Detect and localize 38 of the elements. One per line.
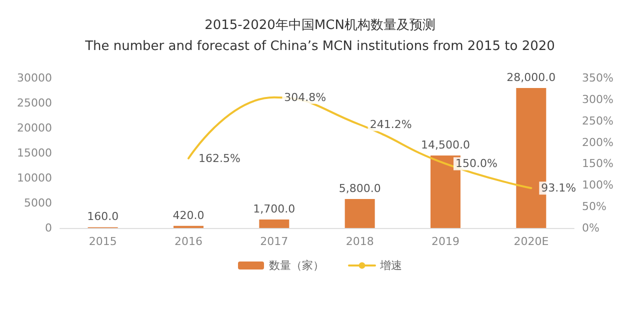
- data-label: 5,800.0: [338, 182, 381, 195]
- bar: [344, 199, 375, 228]
- y2-tick-label: 150%: [582, 157, 614, 170]
- data-label: 14,500.0: [421, 138, 470, 152]
- y-tick-label: 5000: [24, 196, 52, 210]
- y-tick-label: 0: [45, 222, 52, 234]
- y2-tick-label: 200%: [582, 136, 614, 149]
- data-label: 420.0: [172, 208, 204, 222]
- y-tick-label: 25000: [17, 96, 52, 110]
- y2-tick-label: 300%: [582, 92, 614, 106]
- data-label: 304.8%: [284, 90, 326, 104]
- bar: [259, 220, 290, 228]
- y2-tick-label: 0%: [582, 222, 600, 234]
- x-tick-label: 2015: [88, 235, 117, 248]
- data-label: 150.0%: [456, 157, 498, 170]
- legend-label: 数量（家）: [269, 259, 324, 272]
- y2-tick-label: 250%: [582, 114, 614, 128]
- data-label: 160.0: [87, 210, 119, 224]
- x-tick-label: 2017: [260, 235, 288, 248]
- y-tick-label: 20000: [17, 122, 52, 134]
- chart-subtitle: The number and forecast of China’s MCN institutions from 2015 to 2020: [84, 39, 555, 54]
- y2-tick-label: 100%: [582, 178, 614, 192]
- data-label: 93.1%: [541, 182, 576, 195]
- data-label: 162.5%: [198, 152, 240, 165]
- y-tick-label: 15000: [17, 146, 52, 160]
- data-label: 1,700.0: [253, 202, 296, 216]
- y2-tick-label: 50%: [582, 200, 606, 214]
- legend-label: 增速: [379, 259, 402, 272]
- x-tick-label: 2018: [346, 235, 374, 248]
- data-label: 241.2%: [370, 118, 412, 132]
- y2-tick-label: 350%: [582, 72, 614, 84]
- x-tick-label: 2016: [174, 235, 202, 248]
- x-tick-label: 2019: [432, 235, 460, 248]
- y-tick-label: 30000: [17, 72, 52, 84]
- data-label: 28,000.0: [506, 71, 556, 84]
- chart-title: 2015-2020年中国MCN机构数量及预测: [204, 18, 436, 33]
- x-tick-label: 2020E: [514, 235, 549, 248]
- y-tick-label: 10000: [17, 172, 52, 184]
